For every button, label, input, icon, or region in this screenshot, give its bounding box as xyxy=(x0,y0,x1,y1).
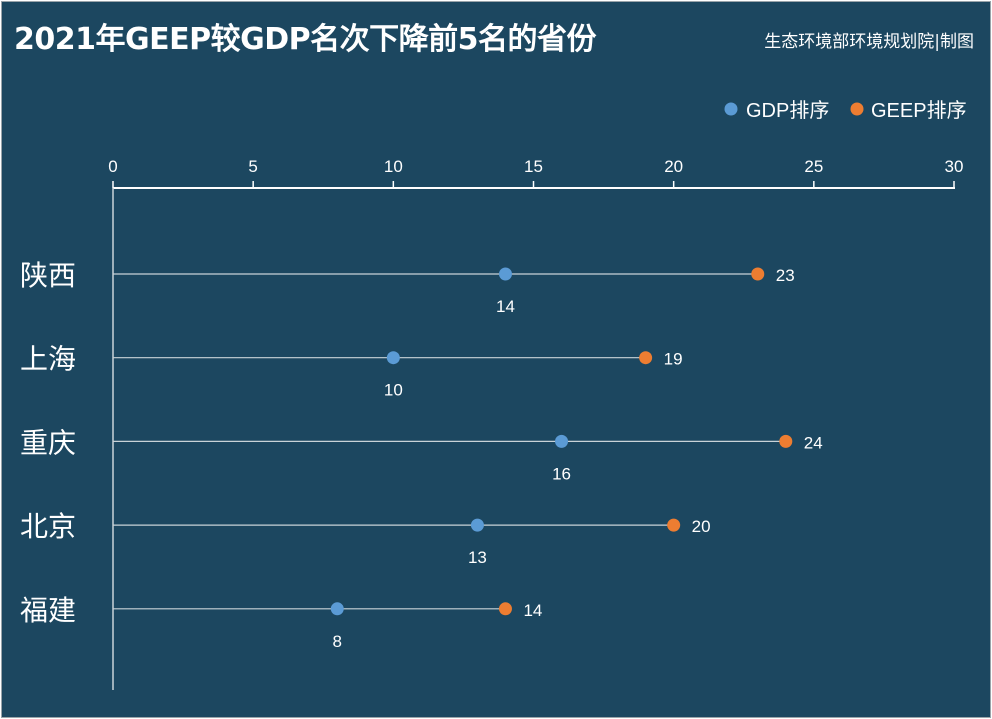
x-tick-label: 20 xyxy=(664,157,683,176)
category-label: 上海 xyxy=(20,344,76,375)
geep-data-label: 19 xyxy=(664,350,683,369)
x-tick-label: 30 xyxy=(945,157,964,176)
legend-gdp-label: GDP排序 xyxy=(746,99,829,122)
legend-geep-marker xyxy=(850,102,864,116)
gdp-data-label: 14 xyxy=(496,297,515,316)
geep-point xyxy=(667,518,681,532)
geep-point xyxy=(751,267,765,281)
category-label: 重庆 xyxy=(20,427,76,458)
x-tick-label: 15 xyxy=(524,157,543,176)
x-tick-label: 5 xyxy=(248,157,257,176)
chart-credit: 生态环境部环境规划院|制图 xyxy=(764,32,974,52)
legend-geep-label: GEEP排序 xyxy=(871,99,967,122)
x-tick-label: 25 xyxy=(804,157,823,176)
gdp-data-label: 16 xyxy=(552,464,571,483)
x-tick-label: 0 xyxy=(108,157,117,176)
geep-data-label: 24 xyxy=(804,433,823,452)
category-label: 北京 xyxy=(20,511,76,542)
gdp-point xyxy=(470,518,484,532)
gdp-data-label: 10 xyxy=(384,381,403,400)
geep-point xyxy=(498,602,512,616)
geep-point xyxy=(779,434,793,448)
category-label: 陕西 xyxy=(20,260,76,291)
geep-data-label: 14 xyxy=(523,601,542,620)
gdp-data-label: 13 xyxy=(468,548,487,567)
gdp-point xyxy=(498,267,512,281)
geep-data-label: 23 xyxy=(776,266,795,285)
gdp-data-label: 8 xyxy=(333,632,342,651)
category-label: 福建 xyxy=(20,595,76,626)
chart-title: 2021年GEEP较GDP名次下降前5名的省份 xyxy=(14,22,596,57)
gdp-point xyxy=(386,351,400,365)
geep-point xyxy=(639,351,653,365)
legend-gdp-marker xyxy=(724,102,738,116)
x-tick-label: 10 xyxy=(384,157,403,176)
gdp-point xyxy=(330,602,344,616)
gdp-point xyxy=(555,434,569,448)
geep-data-label: 20 xyxy=(692,517,711,536)
